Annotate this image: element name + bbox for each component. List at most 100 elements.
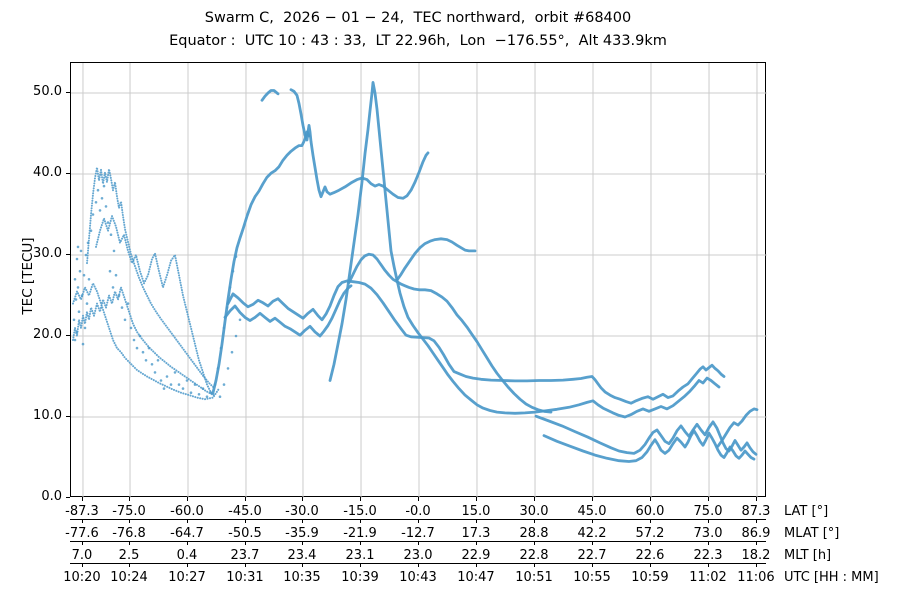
scatter-dot [222,383,226,386]
trace-gps-staircase [211,130,311,395]
scatter-dot [226,367,230,370]
x-tick-mark [81,541,83,545]
x-tick-label: 45.0 [577,504,607,519]
scatter-dot [234,334,238,338]
scatter-dot [138,334,142,338]
x-tick-label: 22.3 [693,548,723,563]
x-tick-mark [418,541,419,545]
x-tick-mark [129,541,131,545]
scatter-dot [222,326,226,330]
x-tick-label: 10:39 [341,570,379,585]
scatter-dot [102,184,106,188]
scatter-dot [153,371,157,374]
x-tick-mark [592,519,593,523]
scatter-dot [84,253,88,257]
x-tick-mark [649,497,651,501]
x-tick-mark [475,563,477,567]
scatter-dot [156,359,160,362]
trace-gps-spike51 [328,80,721,419]
y-tick-label: 40.0 [33,164,62,180]
x-tick-label: 10:24 [110,570,148,585]
y-tick-label: 20.0 [33,326,62,342]
scatter-dot [100,197,104,200]
x-tick-label: -12.7 [401,526,435,541]
scatter-dot [123,318,127,322]
scatter-dot [82,273,86,277]
x-tick-label: 57.2 [635,526,665,541]
scatter-dot [76,286,80,289]
scatter-dot [111,286,115,289]
scatter-dot [114,273,118,277]
trace-gps-spike50-wavy [289,88,430,200]
x-tick-mark [129,519,131,523]
scatter-dot [225,306,229,309]
scatter-dot [75,330,79,334]
trace-noise-high-blob [86,166,215,389]
scatter-dot [72,318,76,322]
scatter-dot [162,387,166,390]
x-tick-mark [301,541,303,545]
y-tick-label: 50.0 [33,83,62,99]
scatter-dot [216,367,220,370]
y-axis-label: TEC [TECU] [20,237,36,315]
trace-gps-wavy-shelf-plateau [226,279,726,405]
x-tick-label: 22.6 [635,548,665,563]
scatter-dot [135,346,139,350]
trace-noise-zigzag [95,215,216,397]
scatter-dot [87,278,91,281]
x-tick-mark [186,563,188,567]
x-tick-label: 23.7 [230,548,260,563]
x-tick-mark [708,519,710,523]
scatter-dot [218,395,222,399]
x-tick-label: 75.0 [693,504,723,519]
plot-title: Swarm C, 2026 − 01 − 24, TEC northward, … [204,10,632,26]
x-tick-mark [592,497,593,501]
x-tick-mark [534,541,536,545]
scatter-dot [86,241,90,245]
scatter-dot [201,387,205,390]
scatter-dot [73,338,77,342]
x-tick-mark [360,519,362,523]
y-tick-label: 10.0 [33,407,62,423]
x-tick-mark [244,541,246,545]
scatter-dot [120,306,124,309]
x-tick-label: 15.0 [461,504,491,519]
scatter-dot [165,375,169,378]
x-tick-mark [81,563,83,567]
y-tick-mark [66,253,70,255]
x-tick-mark [534,497,536,501]
x-tick-label: 10:43 [399,570,437,585]
x-tick-mark [755,519,757,523]
scatter-dot [85,302,89,305]
x-tick-mark [244,563,246,567]
scatter-dot [177,383,181,386]
x-tick-label: -35.9 [285,526,319,541]
x-tick-mark [301,563,303,567]
x-tick-mark [129,563,131,567]
x-tick-mark [755,541,757,545]
scatter-dot [75,257,79,261]
x-tick-mark [755,497,757,501]
x-tick-label: -30.0 [285,504,319,519]
scatter-dot [185,379,189,382]
x-tick-label: 30.0 [519,504,549,519]
scatter-dot [80,294,84,297]
scatter-dot [89,229,93,232]
x-tick-label: 86.9 [741,526,771,541]
scatter-dot [94,201,98,204]
trace-gps-end-rise [716,407,759,448]
y-tick-label: 30.0 [33,245,62,261]
scatter-dot [74,298,78,301]
x-tick-label: 10:47 [457,570,495,585]
x-tick-mark [475,541,477,545]
x-tick-mark [649,541,651,545]
x-tick-mark [418,563,419,567]
trace-gps-bump32 [395,237,477,282]
x-tick-mark [186,497,188,501]
plot-subtitle: Equator : UTC 10 : 43 : 33, LT 22.96h, L… [169,33,667,49]
scatter-dot [228,286,232,289]
x-axis-row-unit-label: MLT [h] [784,548,832,563]
scatter-dot [91,213,95,216]
scatter-dot [209,391,213,395]
